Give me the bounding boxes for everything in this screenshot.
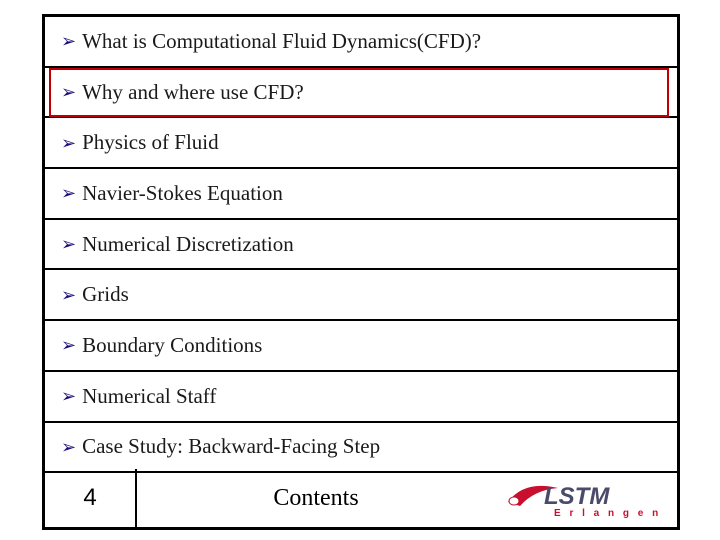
list-item: ➢ Boundary Conditions <box>45 321 677 372</box>
page-number: 4 <box>45 469 137 527</box>
item-text: Numerical Staff <box>82 384 216 409</box>
bullet-icon: ➢ <box>61 438 76 456</box>
item-text: Numerical Discretization <box>82 232 294 257</box>
list-item: ➢ Numerical Staff <box>45 372 677 423</box>
bullet-icon: ➢ <box>61 336 76 354</box>
slide-frame: ➢ What is Computational Fluid Dynamics(C… <box>42 14 680 530</box>
bullet-icon: ➢ <box>61 32 76 50</box>
slide-title: Contents <box>137 469 495 527</box>
list-item: ➢ Numerical Discretization <box>45 220 677 271</box>
item-text: Why and where use CFD? <box>82 80 304 105</box>
item-text: Boundary Conditions <box>82 333 262 358</box>
content-list: ➢ What is Computational Fluid Dynamics(C… <box>45 17 677 469</box>
list-item: ➢ Navier-Stokes Equation <box>45 169 677 220</box>
item-text: Grids <box>82 282 129 307</box>
logo-main-text: LSTM <box>544 483 610 510</box>
logo-sub-text: E r l a n g e n <box>554 508 661 519</box>
bullet-icon: ➢ <box>61 184 76 202</box>
item-text: Physics of Fluid <box>82 130 219 155</box>
item-text: What is Computational Fluid Dynamics(CFD… <box>82 29 481 54</box>
bullet-icon: ➢ <box>61 83 76 101</box>
item-text: Case Study: Backward-Facing Step <box>82 434 380 459</box>
bullet-icon: ➢ <box>61 134 76 152</box>
item-text: Navier-Stokes Equation <box>82 181 283 206</box>
lstm-logo-icon: LSTM E r l a n g e n <box>506 476 666 520</box>
logo: LSTM E r l a n g e n <box>495 469 677 527</box>
list-item: ➢ What is Computational Fluid Dynamics(C… <box>45 17 677 68</box>
list-item: ➢ Physics of Fluid <box>45 118 677 169</box>
list-item: ➢ Grids <box>45 270 677 321</box>
bullet-icon: ➢ <box>61 286 76 304</box>
list-item: ➢ Case Study: Backward-Facing Step <box>45 423 677 474</box>
footer: 4 Contents LSTM E r l a n g e n <box>45 469 677 527</box>
bullet-icon: ➢ <box>61 387 76 405</box>
list-item: ➢ Why and where use CFD? <box>45 68 677 119</box>
bullet-icon: ➢ <box>61 235 76 253</box>
